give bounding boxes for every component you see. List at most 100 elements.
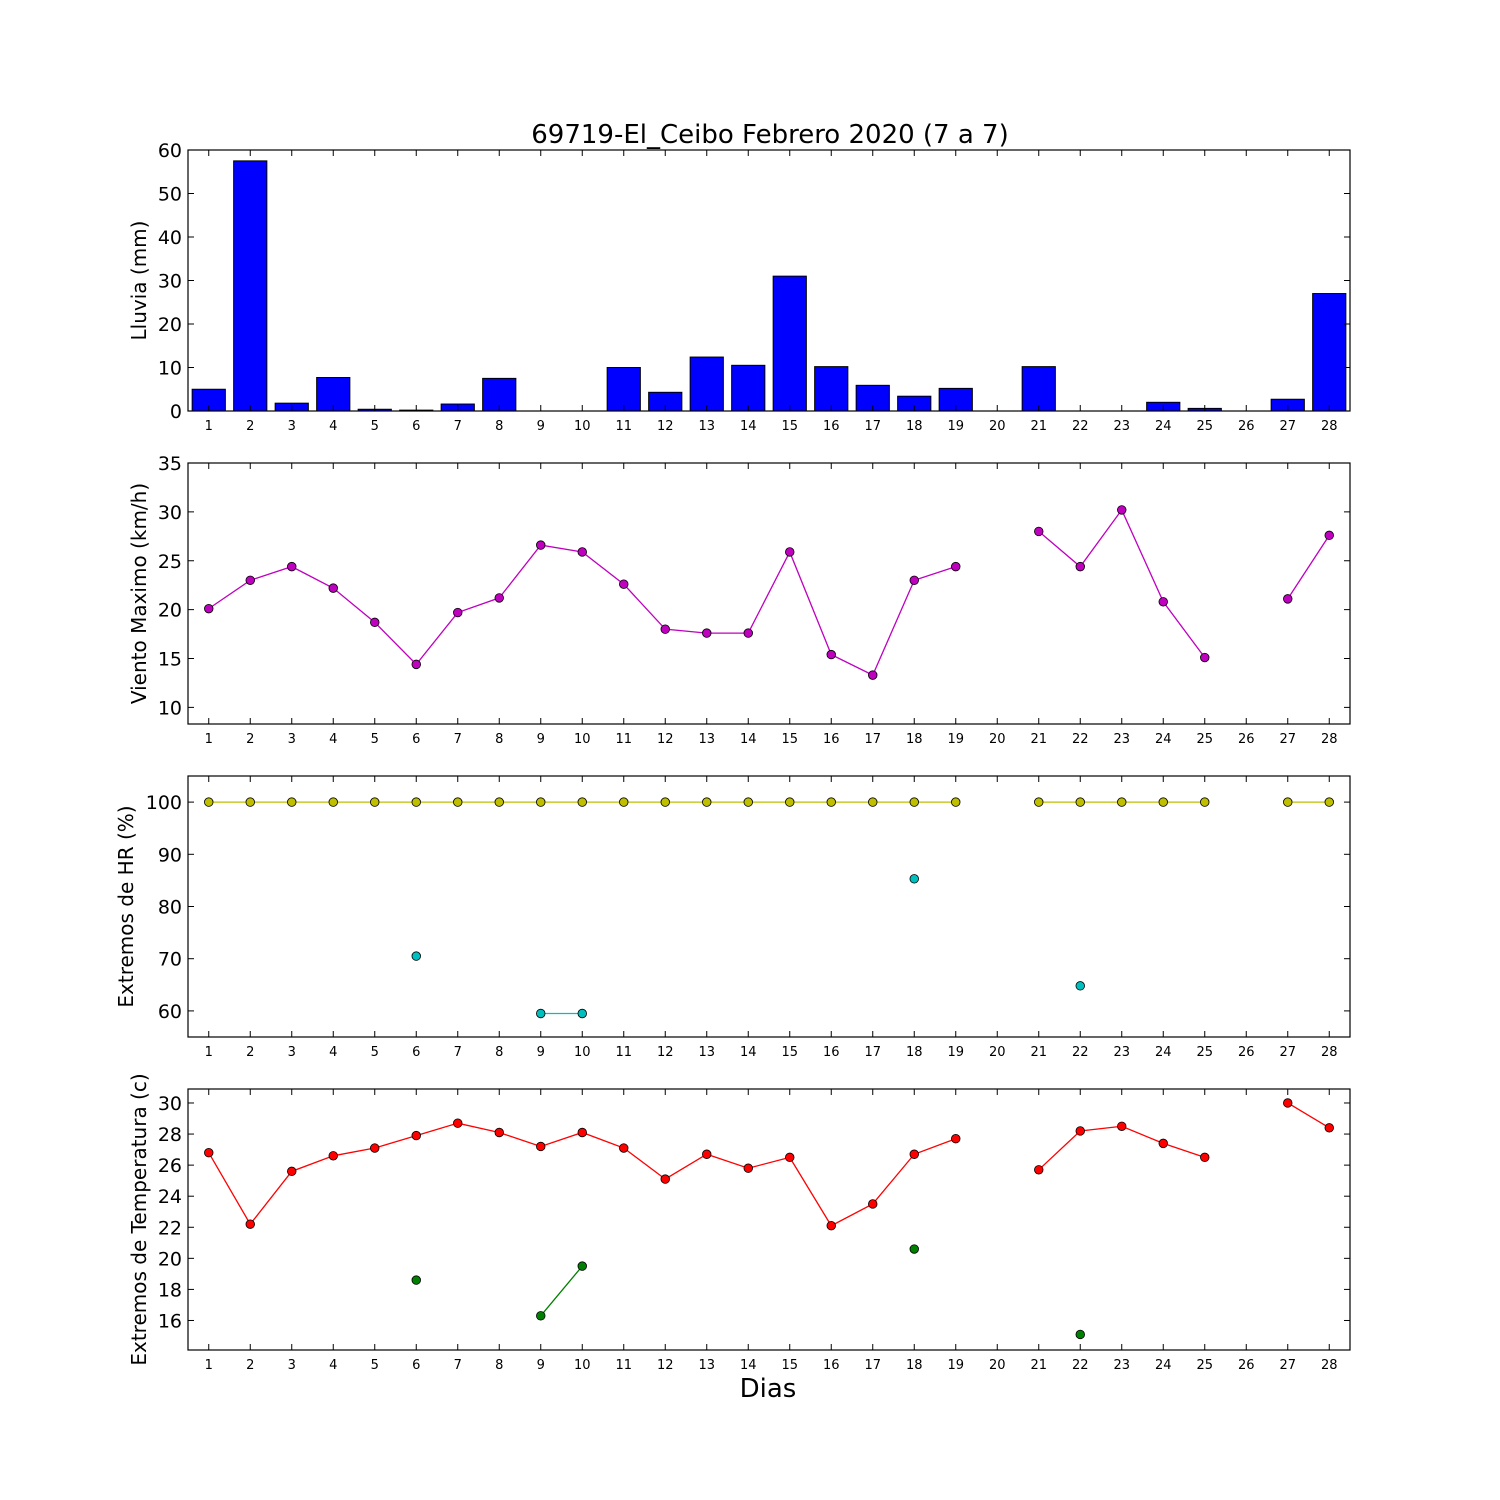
hr-max-point-day-21 [1034,797,1044,807]
x-tick-label-21: 21 [1030,1358,1047,1373]
x-tick-label-13: 13 [698,419,715,434]
x-tick-label-22: 22 [1072,1045,1089,1060]
x-tick-label-15: 15 [781,1358,798,1373]
wind-point-day-6 [411,659,421,670]
wind-point-day-4 [328,583,338,593]
wind-point-day-25 [1200,652,1210,663]
x-tick-label-19: 19 [947,419,964,434]
temp-max-point-day-24 [1158,1138,1168,1149]
wind-point-day-3 [287,561,297,572]
x-tick-label-19: 19 [947,1358,964,1373]
subplots: 1 2 3 4 5 6 7 8 9 10 11 12 13 14 15 16 17 18 19 20 21 22 23 24 2… [114,140,1351,1373]
y-tick-label-temp-22: 22 [158,1217,182,1239]
x-tick-label-11: 11 [615,1358,632,1373]
wind-line-segment-0 [208,544,956,677]
x-tick-label-18: 18 [906,1045,923,1060]
hr-max-point-day-8 [494,797,504,807]
x-tick-label-16: 16 [823,419,840,434]
subplot-rain: 1 2 3 4 5 6 7 8 9 10 11 12 13 14 15 16 17 18 19 20 21 22 23 24 2… [127,140,1351,434]
hr-max-point-day-16 [826,797,836,807]
wind-point-day-11 [619,579,629,589]
x-tick-label-27: 27 [1279,732,1296,747]
wind-point-day-15 [785,547,795,557]
hr-max-point-day-17 [868,797,878,807]
hr-max-point-day-27 [1283,797,1293,807]
x-tick-label-18: 18 [906,732,923,747]
x-tick-label-26: 26 [1238,1358,1255,1373]
hr-max-point-day-3 [287,797,297,807]
x-tick-label-11: 11 [615,1045,632,1060]
x-tick-label-5: 5 [371,1045,379,1060]
x-tick-label-8: 8 [495,1358,503,1373]
x-tick-label-10: 10 [574,1045,591,1060]
x-tick-label-16: 16 [823,1358,840,1373]
y-tick-label-temp-20: 20 [158,1248,182,1270]
wind-point-day-14 [743,628,753,638]
temp-max-point-day-23 [1117,1121,1127,1131]
temp-max-point-day-22 [1075,1126,1085,1136]
wind-point-day-7 [453,607,463,618]
x-tick-label-24: 24 [1155,1358,1172,1373]
x-tick-label-1: 1 [205,732,213,747]
hr-max-point-day-15 [785,797,795,807]
x-tick-label-11: 11 [615,732,632,747]
wind-point-day-24 [1158,597,1168,607]
wind-point-day-10 [577,547,587,557]
hr-max-point-day-5 [370,797,380,807]
x-tick-label-20: 20 [989,732,1006,747]
temp-min-point-day-18 [909,1244,919,1254]
rain-bar-day-28 [1312,293,1347,412]
x-tick-label-17: 17 [864,419,881,434]
hr-max-point-day-25 [1200,797,1210,807]
y-tick-label-hr-80: 80 [158,897,182,919]
x-tick-label-9: 9 [537,732,545,747]
temp-min-point-day-22 [1075,1329,1085,1340]
y-tick-label-temp-26: 26 [158,1155,182,1177]
x-tick-label-20: 20 [989,419,1006,434]
x-tick-label-21: 21 [1030,419,1047,434]
wind-line-segment-2 [1287,534,1330,600]
wind-point-day-9 [536,540,546,550]
x-tick-label-24: 24 [1155,419,1172,434]
x-tick-label-8: 8 [495,419,503,434]
x-tick-label-21: 21 [1030,732,1047,747]
x-tick-label-4: 4 [329,1358,337,1373]
temp-max-point-day-8 [494,1127,504,1138]
x-tick-label-23: 23 [1113,732,1130,747]
x-tick-label-25: 25 [1196,1358,1213,1373]
x-tick-label-15: 15 [781,1045,798,1060]
subplot-temp: 1 2 3 4 5 6 7 8 9 10 11 12 13 14 15 16 17 18 19 20 21 22 23 24 2… [127,1073,1351,1373]
temp-max-point-day-21 [1034,1165,1044,1175]
hr-min-point-day-6 [411,951,421,961]
x-tick-label-3: 3 [288,1045,296,1060]
x-tick-label-5: 5 [371,419,379,434]
temp-max-point-day-13 [702,1149,712,1159]
temp-max-point-day-11 [619,1143,629,1153]
x-tick-label-11: 11 [615,419,632,434]
temp-max-line-segment-2 [1287,1102,1330,1129]
temp-max-point-day-3 [287,1166,297,1177]
x-tick-label-18: 18 [906,419,923,434]
y-tick-label-rain-40: 40 [158,227,182,249]
x-tick-label-19: 19 [947,1045,964,1060]
x-tick-label-28: 28 [1321,1045,1338,1060]
x-tick-label-10: 10 [574,1358,591,1373]
x-tick-label-27: 27 [1279,419,1296,434]
temp-max-point-day-19 [951,1134,961,1144]
hr-max-point-day-7 [453,797,463,807]
x-tick-label-12: 12 [657,732,674,747]
y-axis-label-hr: Extremos de HR (%) [114,805,138,1007]
x-tick-label-27: 27 [1279,1358,1296,1373]
x-tick-label-12: 12 [657,419,674,434]
y-tick-label-rain-10: 10 [158,358,182,380]
hr-max-point-day-19 [951,797,961,807]
y-tick-label-rain-50: 50 [158,184,182,206]
x-tick-label-6: 6 [412,419,420,434]
rain-bar-day-15 [772,275,807,412]
y-tick-label-temp-24: 24 [158,1186,182,1208]
x-tick-label-13: 13 [698,1045,715,1060]
hr-min-point-day-18 [909,874,919,884]
x-tick-label-8: 8 [495,732,503,747]
temp-max-point-day-27 [1283,1098,1293,1108]
